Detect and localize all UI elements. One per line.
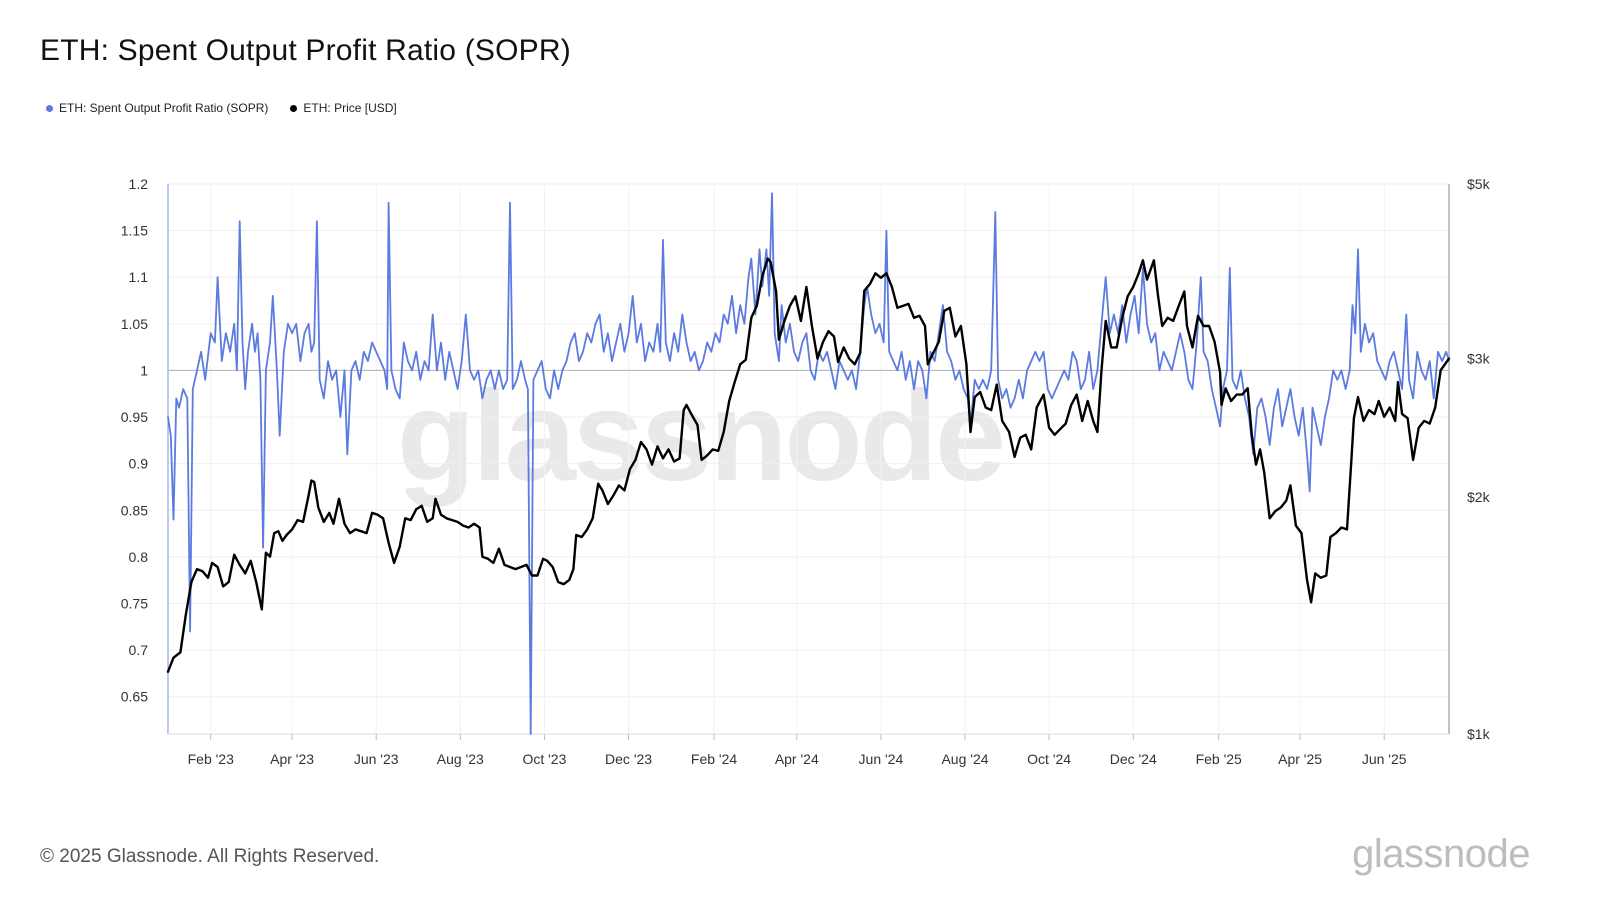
x-tick-label: Feb '25 <box>1196 751 1242 767</box>
x-tick-label: Dec '23 <box>605 751 652 767</box>
x-tick-label: Jun '23 <box>354 751 399 767</box>
legend-item-price[interactable]: ETH: Price [USD] <box>290 101 397 115</box>
chart-title: ETH: Spent Output Profit Ratio (SOPR) <box>40 34 571 67</box>
legend: ETH: Spent Output Profit Ratio (SOPR) ET… <box>46 101 397 115</box>
tick-labels: 0.65 0.7 0.75 0.8 0.85 0.9 0.95 1 1.05 1.1 1.15 1.2… <box>121 176 1491 767</box>
y-left-tick-label: 0.85 <box>121 502 148 518</box>
series-line-sopr <box>167 192 1450 735</box>
copyright-text: © 2025 Glassnode. All Rights Reserved. <box>40 846 380 867</box>
y-left-tick-label: 0.7 <box>129 642 149 658</box>
x-tick-label: Oct '24 <box>1027 751 1071 767</box>
x-tick-label: Feb '23 <box>188 751 234 767</box>
y-left-tick-label: 0.8 <box>129 549 149 565</box>
axes <box>167 184 1450 740</box>
y-right-tick-label: $5k <box>1467 176 1491 192</box>
y-left-tick-label: 0.9 <box>129 456 149 472</box>
x-tick-label: Jun '25 <box>1362 751 1407 767</box>
y-right-tick-label: $3k <box>1467 351 1491 367</box>
legend-dot-sopr-icon <box>46 104 53 112</box>
watermark: glassnode <box>397 365 1003 508</box>
legend-item-sopr[interactable]: ETH: Spent Output Profit Ratio (SOPR) <box>46 101 268 115</box>
x-tick-label: Aug '24 <box>941 751 988 767</box>
x-tick-label: Aug '23 <box>437 751 484 767</box>
y-left-tick-label: 1.2 <box>129 176 149 192</box>
legend-label-price: ETH: Price [USD] <box>303 101 397 115</box>
y-left-tick-label: 0.65 <box>121 689 148 705</box>
x-tick-label: Oct '23 <box>522 751 566 767</box>
y-left-tick-label: 0.75 <box>121 595 148 611</box>
x-tick-label: Dec '24 <box>1110 751 1157 767</box>
brand-logo: glassnode <box>1352 832 1530 876</box>
y-left-tick-label: 1 <box>140 362 148 378</box>
x-tick-label: Jun '24 <box>859 751 904 767</box>
x-tick-label: Feb '24 <box>691 751 737 767</box>
legend-label-sopr: ETH: Spent Output Profit Ratio (SOPR) <box>59 101 269 115</box>
y-right-tick-label: $1k <box>1467 726 1491 742</box>
x-tick-label: Apr '25 <box>1278 751 1322 767</box>
series-line-price <box>166 257 1451 673</box>
series-layer <box>166 192 1451 735</box>
y-left-tick-label: 1.05 <box>121 316 148 332</box>
x-tick-label: Apr '23 <box>270 751 314 767</box>
y-right-tick-label: $2k <box>1467 489 1491 505</box>
y-left-tick-label: 0.95 <box>121 409 148 425</box>
x-tick-label: Apr '24 <box>775 751 819 767</box>
y-left-tick-label: 1.1 <box>129 269 149 285</box>
legend-dot-price-icon <box>290 104 298 112</box>
y-left-tick-label: 1.15 <box>121 223 148 239</box>
